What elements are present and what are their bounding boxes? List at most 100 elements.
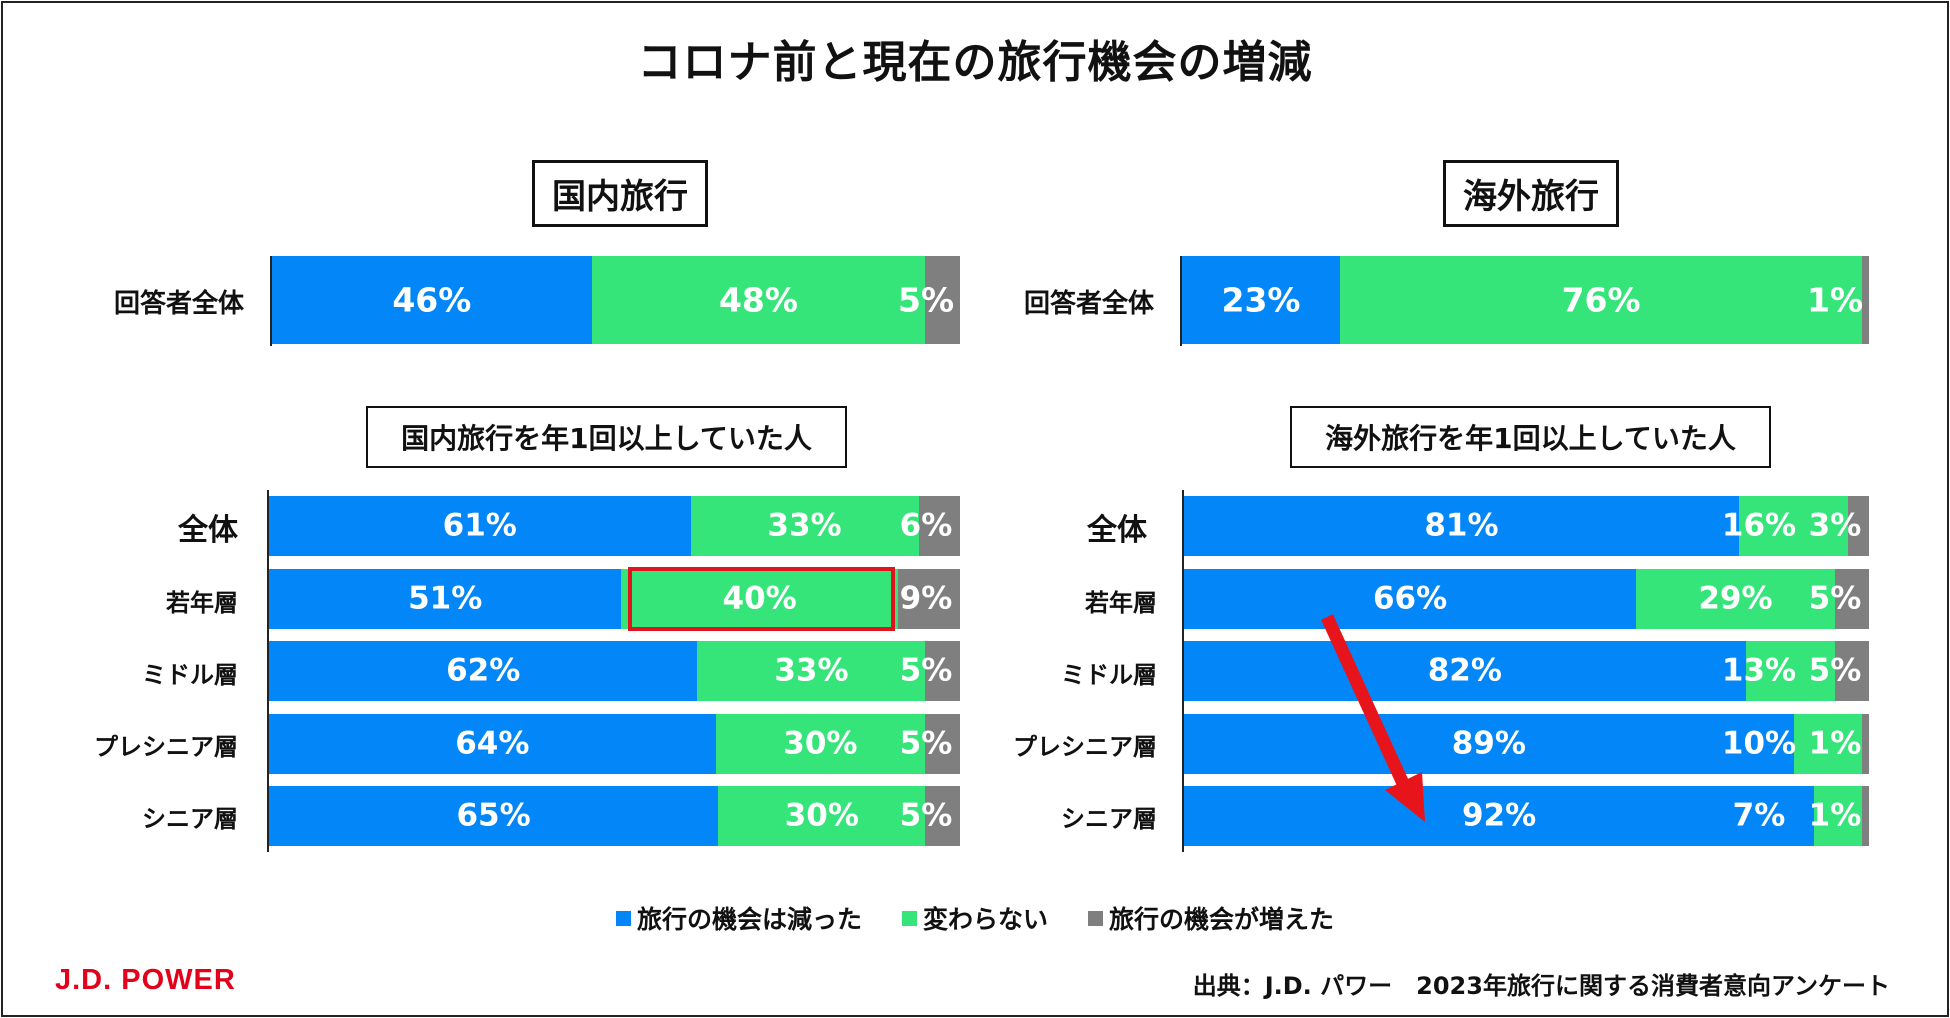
domestic-group-label: プレシニア層: [94, 732, 238, 761]
source-note: 出典：J.D. パワー 2023年旅行に関する消費者意向アンケート: [1192, 972, 1890, 1000]
bar-segment-increased: [918, 496, 960, 556]
bar-row: 61% 33% 6%: [269, 496, 960, 556]
domestic-overall-axis: [270, 256, 272, 346]
bar-segment-increased: [925, 641, 960, 701]
bar-segment-decreased: [1184, 713, 1794, 774]
legend-swatch-unchanged: [901, 910, 917, 926]
legend-swatch-decreased: [615, 910, 631, 926]
data-label: 82%: [1427, 652, 1502, 689]
overseas-overall-label: 回答者全体: [1023, 288, 1154, 319]
data-label: 66%: [1372, 580, 1448, 616]
bar-segment-increased: [897, 568, 960, 629]
bar-segment-unchanged: [1793, 713, 1863, 774]
data-label: 1%: [1808, 725, 1862, 761]
bar-segment-increased: [1862, 713, 1869, 774]
data-label: 5%: [897, 280, 955, 320]
domestic-subheading: 国内旅行を年1回以上していた人: [366, 406, 847, 468]
page-title: コロナ前と現在の旅行機会の増減: [637, 37, 1313, 88]
bar-segment-decreased: [269, 496, 691, 556]
bar-segment-increased: [1834, 568, 1869, 629]
bar-row: 64% 30% 5%: [269, 713, 960, 774]
bar-row: 89% 10% 1%: [1184, 713, 1869, 774]
bar-segment-decreased: [1182, 256, 1340, 344]
data-label: 81%: [1424, 507, 1499, 544]
bar-row: 65% 30% 5%: [269, 786, 960, 846]
data-label: 10%: [1721, 725, 1797, 761]
data-label: 6%: [899, 507, 953, 544]
bar-segment-decreased: [1184, 786, 1815, 846]
bar-segment-increased: [1862, 786, 1869, 846]
data-label: 40%: [722, 580, 797, 616]
overseas-group-label: ミドル層: [1061, 660, 1157, 689]
data-label: 1%: [1806, 280, 1864, 320]
data-label: 65%: [456, 797, 531, 834]
legend-item-unchanged: 変わらない: [901, 900, 1048, 936]
bar-segment-increased: [1834, 641, 1869, 701]
bar-row: 51% 40% 9%: [269, 568, 960, 629]
overseas-overall-axis: [1180, 256, 1182, 346]
bar-segment-unchanged: [718, 786, 926, 846]
data-label: 9%: [899, 580, 953, 616]
domestic-group-label: シニア層: [142, 804, 238, 833]
bar-row: 46% 48% 5%: [272, 256, 960, 344]
bar-segment-unchanged: [690, 496, 919, 556]
data-label: 64%: [455, 725, 530, 761]
bar-segment-decreased: [1184, 568, 1637, 629]
data-label: 30%: [783, 725, 858, 761]
bar-segment-unchanged: [1738, 496, 1849, 556]
overseas-groups-axis: [1182, 490, 1184, 852]
data-label: 5%: [1808, 652, 1862, 689]
data-label: 76%: [1561, 280, 1641, 320]
overseas-group-label: 全体: [1087, 513, 1147, 548]
bar-segment-increased: [1848, 496, 1869, 556]
data-label: 5%: [899, 797, 953, 834]
legend-swatch-increased: [1088, 910, 1103, 926]
bar-segment-decreased: [1184, 496, 1739, 556]
data-label: 13%: [1721, 652, 1797, 689]
bar-row: 62% 33% 5%: [269, 641, 960, 701]
domestic-group-label: ミドル層: [142, 660, 238, 689]
bar-segment-unchanged: [1340, 256, 1863, 344]
data-label: 46%: [392, 280, 472, 320]
bar-row: 23% 76% 1%: [1182, 256, 1869, 344]
bar-row: 92% 7% 1%: [1184, 786, 1869, 846]
legend-label-increased: 旅行の機会が増えた: [1109, 905, 1335, 934]
trend-arrow-head: [1385, 772, 1425, 822]
bar-row: 82% 13% 5%: [1184, 641, 1869, 701]
bar-segment-increased: [925, 256, 960, 344]
overseas-group-label: シニア層: [1061, 804, 1157, 833]
bar-segment-unchanged: [1636, 568, 1835, 629]
bar-segment-decreased: [269, 713, 716, 774]
data-label: 51%: [408, 580, 483, 616]
bar-segment-increased: [1862, 256, 1869, 344]
bar-segment-unchanged: [697, 641, 926, 701]
bar-segment-increased: [925, 713, 960, 774]
domestic-heading: 国内旅行: [532, 160, 708, 227]
domestic-group-label: 全体: [178, 513, 238, 548]
legend-label-decreased: 旅行の機会は減った: [636, 905, 862, 934]
bar-row: 81% 16% 3%: [1184, 496, 1869, 556]
overseas-group-label: プレシニア層: [1013, 732, 1157, 761]
bar-segment-unchanged: [1814, 786, 1863, 846]
domestic-group-label: 若年層: [166, 588, 238, 617]
trend-arrow-shaft: [1321, 614, 1412, 793]
data-label: 48%: [718, 280, 798, 320]
data-label: 5%: [899, 652, 953, 689]
data-label: 7%: [1732, 797, 1786, 834]
bar-row: 66% 29% 5%: [1184, 568, 1869, 629]
data-label: 30%: [784, 797, 859, 834]
bar-segment-unchanged: [715, 713, 926, 774]
legend-item-increased: 旅行の機会が増えた: [1088, 900, 1334, 936]
data-label: 5%: [1808, 580, 1862, 616]
bar-segment-unchanged: [621, 568, 898, 629]
legend-label-unchanged: 変わらない: [922, 905, 1048, 934]
bar-segment-unchanged: [1745, 641, 1835, 701]
data-label: 23%: [1221, 280, 1301, 320]
overseas-group-label: 若年層: [1085, 588, 1157, 617]
bar-segment-increased: [925, 786, 960, 846]
overseas-subheading: 海外旅行を年1回以上していた人: [1290, 406, 1771, 468]
data-label: 16%: [1721, 507, 1797, 544]
data-label: 61%: [442, 507, 517, 544]
bar-segment-decreased: [269, 641, 698, 701]
